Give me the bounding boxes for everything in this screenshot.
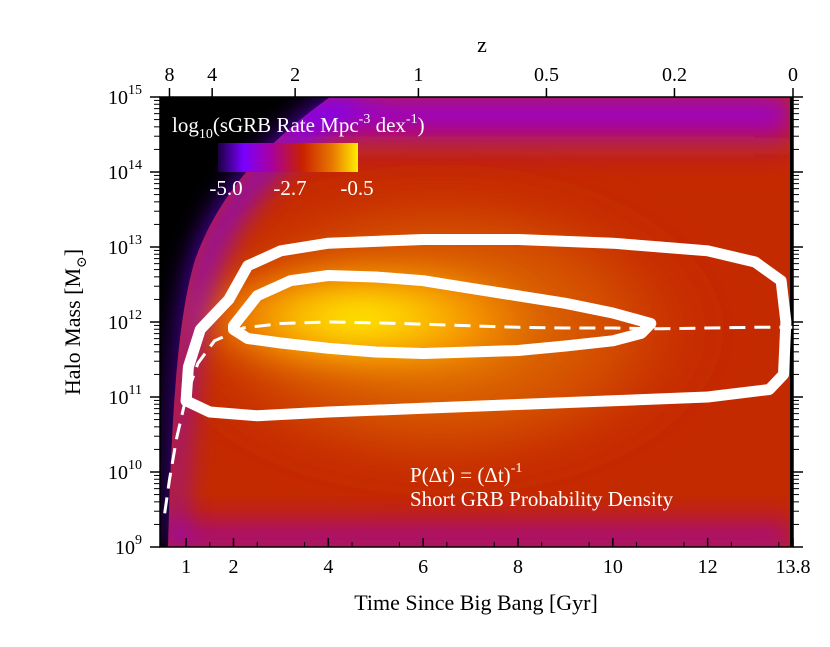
x-tick-label: 10 [603,556,623,578]
heatmap [160,97,793,547]
heatmap-purple-transition [168,97,380,547]
x-axis-title: Time Since Big Bang [Gyr] [354,590,598,615]
median-track-line [163,320,793,514]
z-tick-label: 0.5 [534,64,559,86]
z-tick-label: 4 [207,64,217,86]
x-tick-label: 4 [323,556,333,578]
x-tick-label: 1 [181,556,191,578]
top-axis-title: z [477,32,487,57]
contour-outer [180,234,792,422]
y-axis-title-unit: [M [60,268,85,295]
heatmap-bottom-band [160,505,793,547]
colorbar-tick-min: -5.0 [209,176,242,200]
y-axis-title-main: Halo Mass [60,300,85,395]
heatmap-right-edge [790,97,793,547]
x-tick-label: 2 [228,556,238,578]
x-tick-label: 13.8 [776,556,811,578]
colorbar-title-log: log [172,113,199,137]
y-tick-label: 1012 [108,308,142,334]
y-tick-label: 109 [115,533,142,559]
x-tick-label: 6 [418,556,428,578]
x-tick-label: 12 [698,556,718,578]
annotation-line1: P(Δt) = (Δt)-1 [410,461,522,487]
y-axis-title-unit-sub: ⊙ [75,256,90,268]
colorbar: log10(sGRB Rate Mpc-3 dex-1) -5.0 -2.7 -… [172,112,425,200]
colorbar-title-b: dex [370,113,406,137]
contour-inner [228,270,657,359]
heatmap-dark-region [160,97,330,547]
annotation-line1-main: P(Δt) = (Δt) [410,463,511,487]
annotation-line2: Short GRB Probability Density [410,487,674,511]
y-axis-title: Halo Mass [M⊙] [60,249,90,395]
x-tick-label: 8 [513,556,523,578]
colorbar-gradient [218,143,358,172]
y-tick-label: 1013 [108,233,142,259]
y-axis-title-unit-close: ] [60,249,85,256]
colorbar-title: log10(sGRB Rate Mpc-3 dex-1) [172,112,425,142]
annotation: P(Δt) = (Δt)-1 Short GRB Probability Den… [410,461,674,511]
colorbar-tick-max: -0.5 [340,176,373,200]
z-tick-label: 0.2 [662,64,687,86]
z-tick-label: 0 [788,64,798,86]
y-tick-label: 1011 [109,383,142,409]
z-tick-label: 1 [413,64,423,86]
colorbar-tick-mid: -2.7 [273,176,306,200]
y-tick-label: 1010 [108,458,142,484]
colorbar-title-a: (sGRB Rate Mpc [213,113,359,137]
annotation-line1-sup: -1 [511,461,523,476]
y-tick-label: 1015 [108,83,142,109]
colorbar-title-sub: 10 [199,127,213,142]
z-tick-label: 8 [164,64,174,86]
colorbar-title-c: ) [418,113,425,137]
y-tick-label: 1014 [108,158,142,184]
z-tick-label: 2 [290,64,300,86]
colorbar-title-sup2: -1 [406,112,418,127]
colorbar-title-sup1: -3 [359,112,371,127]
